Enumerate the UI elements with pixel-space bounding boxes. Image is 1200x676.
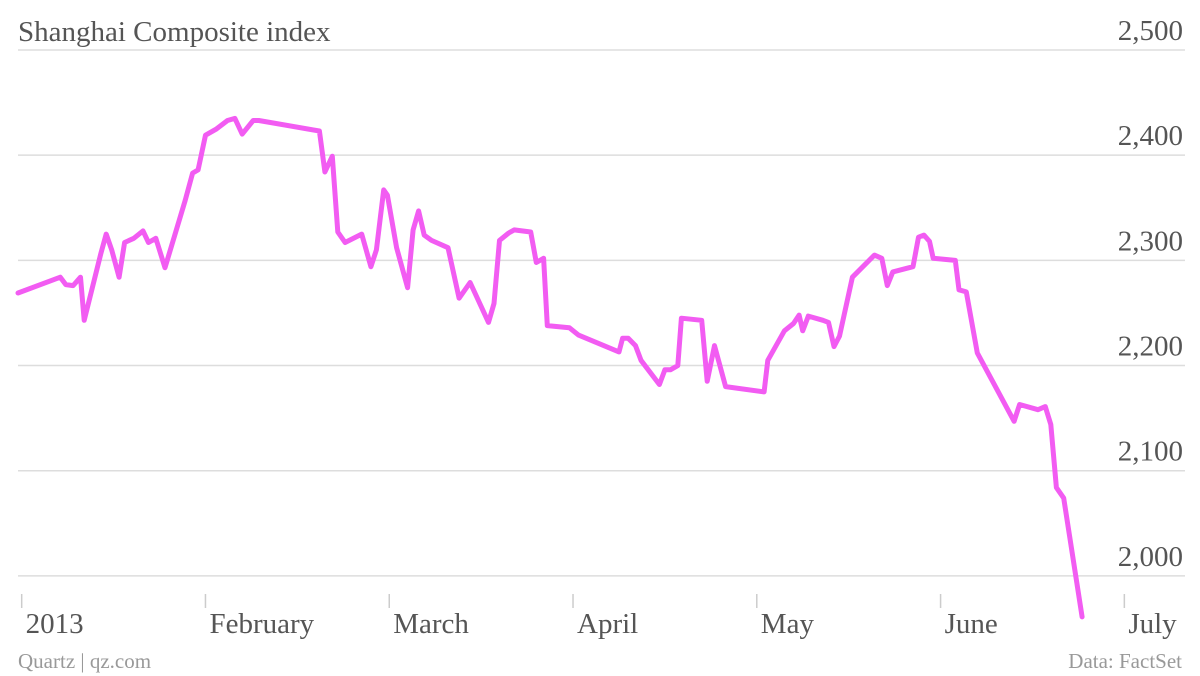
y-tick-label: 2,200 (1118, 331, 1183, 363)
x-tick-label: February (209, 608, 314, 640)
x-tick-label: July (1128, 608, 1177, 640)
y-tick-label: 2,000 (1118, 541, 1183, 573)
x-tick-label: June (945, 608, 998, 640)
x-tick-label: March (393, 608, 469, 640)
x-tick-label: May (761, 608, 815, 640)
price-line (15, 115, 1085, 620)
y-tick-label: 2,500 (1118, 15, 1183, 47)
y-tick-label: 2,100 (1118, 436, 1183, 468)
source: Data: FactSet (1068, 649, 1182, 673)
y-tick-label: 2,400 (1118, 120, 1183, 152)
x-tick-label: April (577, 608, 638, 640)
credit: Quartz | qz.com (18, 649, 151, 673)
y-tick-label: 2,300 (1118, 225, 1183, 257)
chart-title: Shanghai Composite index (18, 16, 331, 48)
x-tick-label: 2013 (26, 608, 84, 640)
